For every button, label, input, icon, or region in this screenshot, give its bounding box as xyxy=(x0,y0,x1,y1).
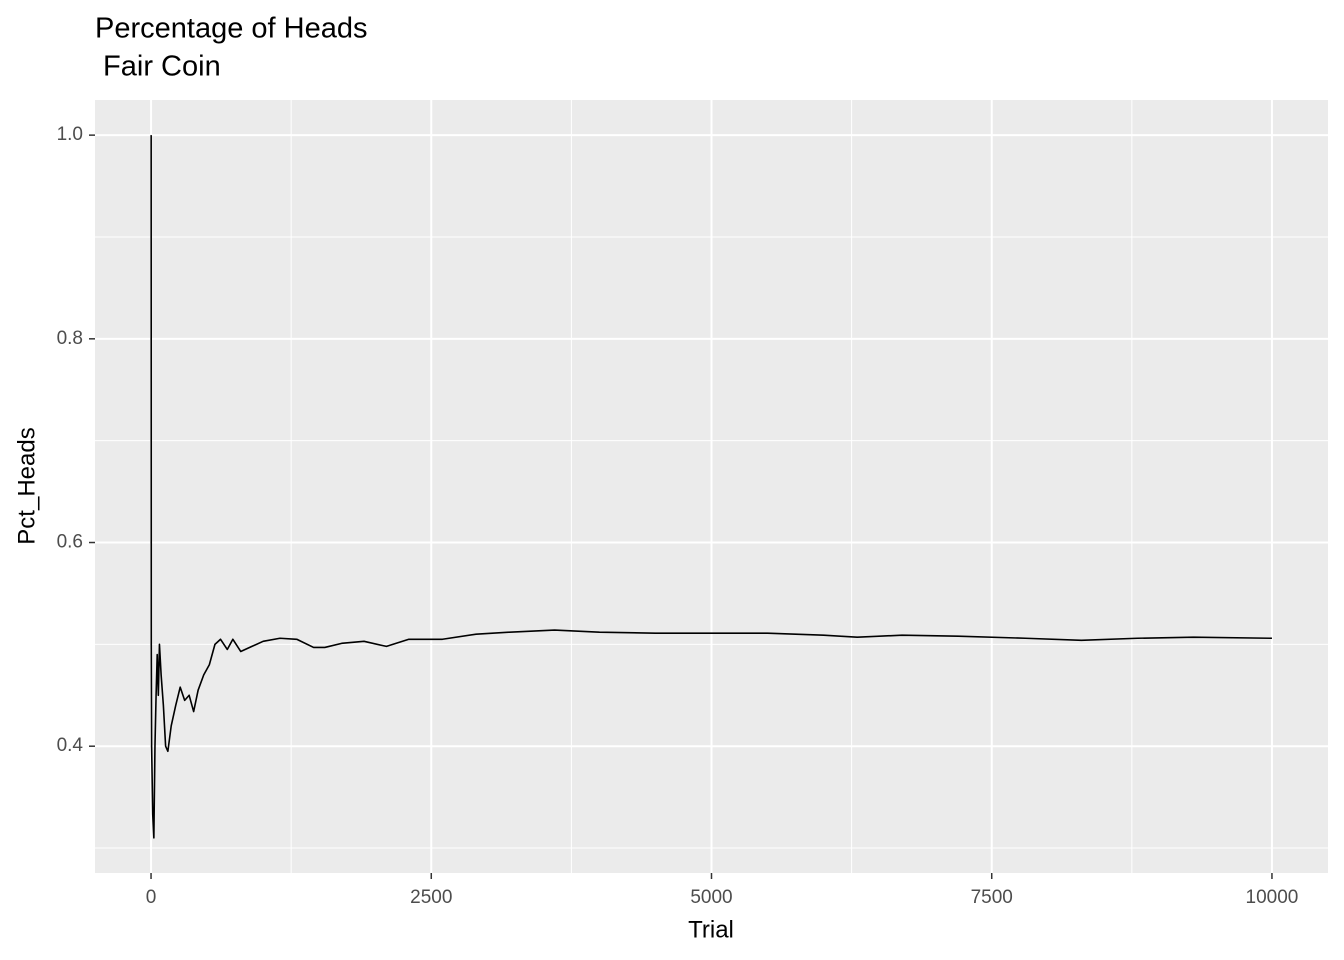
y-tick-label: 0.4 xyxy=(57,735,84,756)
y-tick-label: 0.6 xyxy=(57,532,83,553)
y-tick-label: 0.8 xyxy=(57,328,83,349)
y-axis-title: Pct_Heads xyxy=(13,427,40,544)
y-tick-label: 1.0 xyxy=(57,124,83,145)
x-tick-label: 10000 xyxy=(1246,887,1299,908)
x-tick-label: 5000 xyxy=(690,887,732,908)
chart-subtitle: Fair Coin xyxy=(95,51,221,83)
x-tick-label: 7500 xyxy=(971,887,1013,908)
data-line xyxy=(150,135,1272,839)
chart-title: Percentage of Heads xyxy=(95,13,367,45)
x-axis-title: Trial xyxy=(688,916,734,943)
x-tick-label: 0 xyxy=(146,887,157,908)
x-tick-label: 2500 xyxy=(410,887,452,908)
